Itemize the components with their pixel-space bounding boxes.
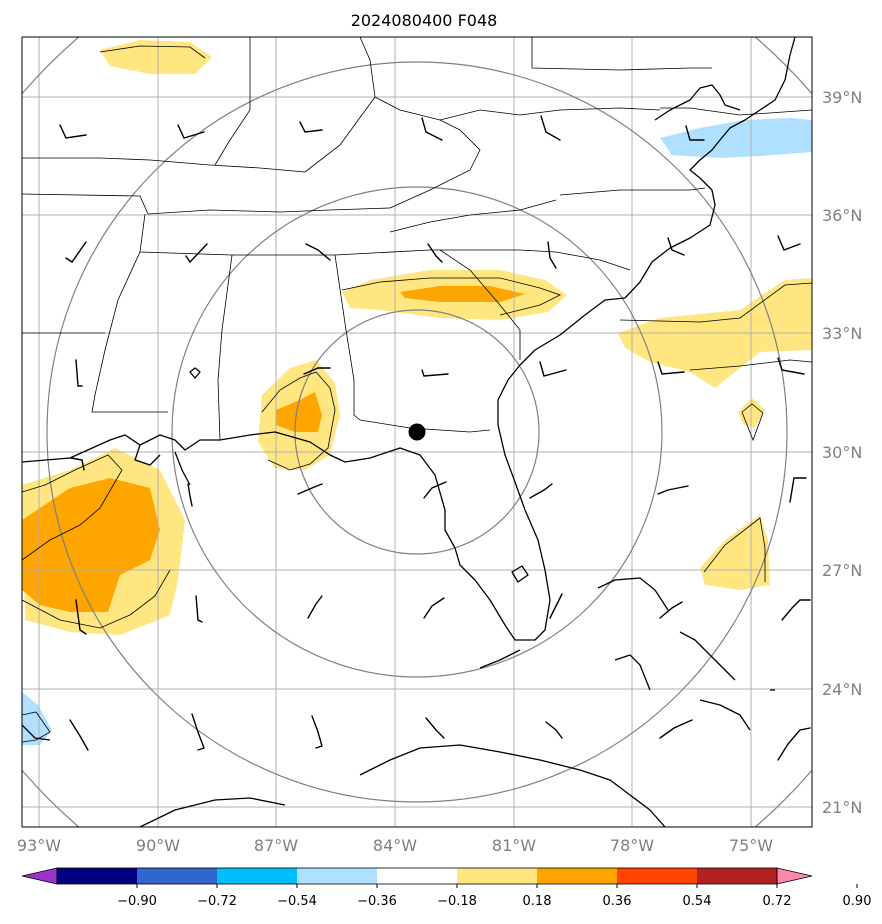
- wind-barb: [185, 243, 208, 264]
- colorbar-extend-high: [776, 867, 813, 885]
- colorbar-segment: [537, 868, 618, 884]
- contour-outlines: [22, 45, 766, 743]
- wind-barb: [70, 457, 85, 471]
- lat-label: 27°N: [822, 561, 862, 580]
- wind-barb: [781, 599, 811, 621]
- wind-barb: [777, 727, 811, 761]
- wind-barbs: [59, 115, 811, 761]
- lat-labels: 39°N 36°N 33°N 30°N 27°N 24°N 21°N: [822, 88, 862, 817]
- wind-barb: [423, 597, 445, 619]
- colorbar-segment: [377, 868, 458, 884]
- wind-barb: [547, 241, 557, 269]
- lat-label: 36°N: [822, 206, 862, 225]
- wind-barb: [307, 595, 323, 619]
- wind-barb: [540, 115, 561, 141]
- wind-barb: [65, 241, 87, 263]
- wind-barb: [777, 235, 801, 251]
- lat-label: 24°N: [822, 680, 862, 699]
- lon-label: 75°W: [729, 836, 773, 855]
- colorbar-segment: [617, 868, 698, 884]
- storm-center-marker: [408, 423, 426, 441]
- colorbar-labels: −0.90 −0.72 −0.54 −0.36 −0.18 0.18 0.36 0.54 0.7…: [117, 884, 871, 909]
- political-borders: [22, 37, 812, 441]
- wind-barb: [659, 601, 683, 619]
- wind-barb: [187, 483, 193, 507]
- colorbar-segment: [297, 868, 378, 884]
- wind-barb: [305, 243, 331, 261]
- wind-barb: [297, 483, 323, 495]
- wind-barb: [539, 361, 567, 377]
- wind-barb: [191, 713, 205, 751]
- fill-orange-panhandle: [276, 392, 322, 432]
- lat-label: 30°N: [822, 443, 862, 462]
- colorbar-segments: [57, 868, 778, 884]
- wind-barb: [195, 595, 203, 623]
- lon-label: 81°W: [492, 836, 536, 855]
- fill-lightyellow-top: [100, 40, 212, 74]
- colorbar-segment: [697, 868, 778, 884]
- lon-label: 87°W: [254, 836, 298, 855]
- colorbar: −0.90 −0.72 −0.54 −0.36 −0.18 0.18 0.36 0.54 0.7…: [21, 867, 871, 909]
- wind-barb: [421, 369, 449, 377]
- lon-label: 90°W: [136, 836, 180, 855]
- wind-barb: [427, 243, 443, 263]
- colorbar-segment: [457, 868, 538, 884]
- wind-barb: [177, 124, 205, 139]
- map-title: 2024080400 F048: [351, 11, 498, 30]
- lon-label: 93°W: [17, 836, 61, 855]
- lon-label: 84°W: [373, 836, 417, 855]
- colorbar-label: −0.90: [117, 894, 157, 909]
- colorbar-segment: [217, 868, 298, 884]
- colorbar-extend-low: [21, 867, 58, 885]
- wind-barb: [529, 483, 553, 499]
- wind-barb: [685, 125, 705, 141]
- wind-barb: [421, 117, 443, 141]
- wind-barb: [299, 121, 323, 133]
- colorbar-label: −0.36: [357, 894, 397, 909]
- colorbar-frame: [56, 867, 778, 885]
- colorbar-label: −0.54: [277, 894, 317, 909]
- lon-label: 78°W: [610, 836, 654, 855]
- wind-barb: [303, 367, 331, 375]
- wind-barb: [75, 359, 83, 387]
- map-frame: [21, 36, 813, 828]
- lat-label: 33°N: [822, 324, 862, 343]
- coastlines: [22, 37, 796, 827]
- lat-label: 39°N: [822, 88, 862, 107]
- wind-barb: [311, 715, 323, 749]
- colorbar-label: 0.72: [763, 894, 792, 909]
- lon-labels: 93°W 90°W 87°W 84°W 81°W 78°W 75°W: [17, 836, 773, 855]
- colorbar-segment: [137, 868, 218, 884]
- wind-barb: [59, 124, 87, 139]
- wind-barb: [777, 357, 805, 375]
- colorbar-segment: [57, 868, 138, 884]
- wind-barb: [425, 717, 445, 739]
- wind-barb: [75, 599, 87, 635]
- fill-lightyellow-atlantic-south: [700, 515, 770, 590]
- colorbar-label: −0.18: [437, 894, 477, 909]
- colorbar-label: −0.72: [197, 894, 237, 909]
- wind-barb: [549, 593, 563, 619]
- wind-barb: [69, 719, 89, 751]
- fill-lightblue-chesapeake: [660, 118, 812, 158]
- fill-orange-west: [22, 478, 160, 612]
- colorbar-label: 0.36: [603, 894, 632, 909]
- wind-barb: [659, 719, 693, 739]
- colorbar-label: 0.90: [843, 894, 872, 909]
- wind-barb: [545, 721, 563, 739]
- colorbar-label: 0.54: [683, 894, 712, 909]
- wind-barb: [667, 237, 685, 256]
- colorbar-label: 0.18: [523, 894, 552, 909]
- wind-barb: [423, 481, 447, 499]
- wind-barb: [657, 485, 689, 495]
- wind-barb: [789, 477, 807, 503]
- wind-barb: [657, 361, 685, 375]
- lat-label: 21°N: [822, 798, 862, 817]
